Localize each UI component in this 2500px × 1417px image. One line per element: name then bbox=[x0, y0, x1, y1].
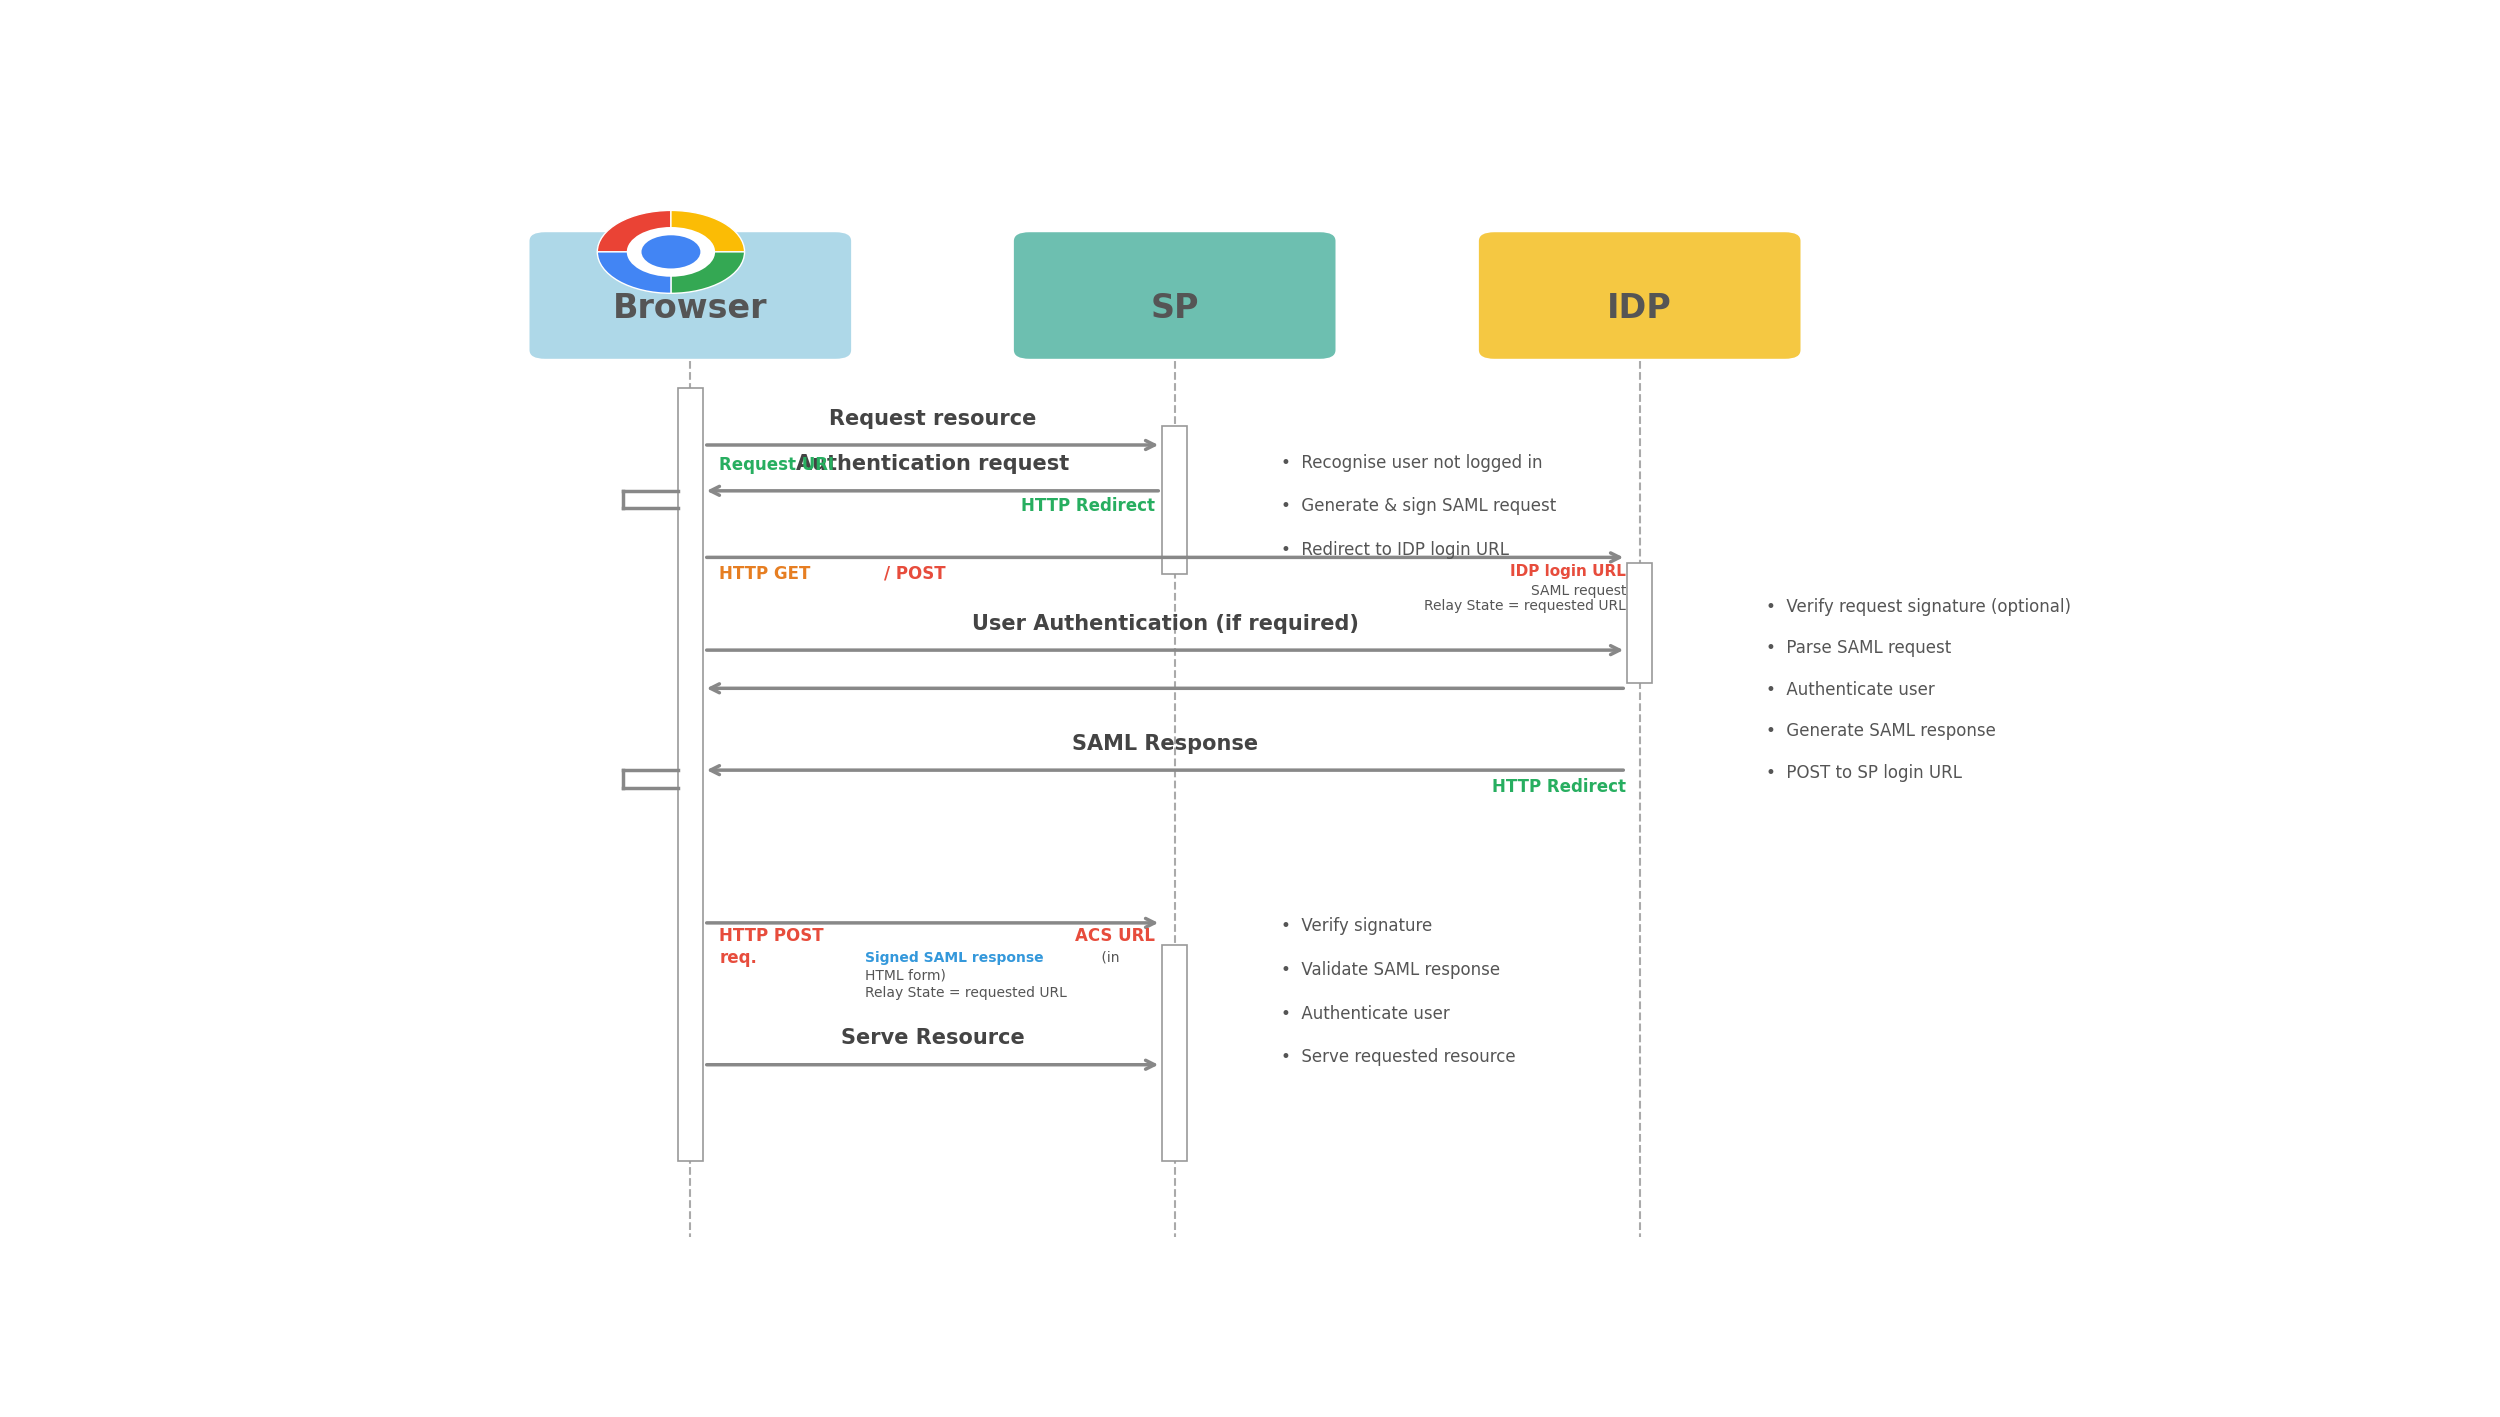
Text: SP: SP bbox=[1150, 292, 1200, 324]
FancyBboxPatch shape bbox=[1628, 563, 1652, 683]
FancyBboxPatch shape bbox=[530, 232, 850, 359]
FancyBboxPatch shape bbox=[1015, 232, 1335, 359]
Circle shape bbox=[628, 227, 715, 276]
Text: •  Redirect to IDP login URL: • Redirect to IDP login URL bbox=[1282, 541, 1510, 560]
Text: •  Authenticate user: • Authenticate user bbox=[1282, 1005, 1450, 1023]
Text: IDP login URL: IDP login URL bbox=[1510, 564, 1625, 580]
Text: •  Authenticate user: • Authenticate user bbox=[1765, 680, 1935, 699]
Text: HTTP GET: HTTP GET bbox=[720, 565, 810, 582]
Text: SAML Response: SAML Response bbox=[1072, 734, 1258, 754]
Text: •  Generate & sign SAML request: • Generate & sign SAML request bbox=[1282, 497, 1558, 516]
Text: ACS URL: ACS URL bbox=[1075, 927, 1155, 945]
Text: Relay State = requested URL: Relay State = requested URL bbox=[1425, 599, 1625, 614]
Circle shape bbox=[642, 235, 700, 268]
Text: •  Recognise user not logged in: • Recognise user not logged in bbox=[1282, 453, 1542, 472]
Text: •  Verify signature: • Verify signature bbox=[1282, 917, 1432, 935]
Wedge shape bbox=[670, 210, 745, 252]
Text: Serve Resource: Serve Resource bbox=[840, 1029, 1025, 1049]
Text: User Authentication (if required): User Authentication (if required) bbox=[972, 614, 1358, 633]
Text: Request resource: Request resource bbox=[830, 408, 1035, 428]
Text: HTTP Redirect: HTTP Redirect bbox=[1492, 778, 1625, 795]
Text: (in: (in bbox=[1098, 951, 1120, 965]
Text: •  Generate SAML response: • Generate SAML response bbox=[1765, 723, 1995, 740]
FancyBboxPatch shape bbox=[1162, 427, 1187, 574]
Text: IDP: IDP bbox=[1608, 292, 1672, 324]
Text: HTTP POST: HTTP POST bbox=[720, 927, 825, 945]
Wedge shape bbox=[670, 252, 745, 293]
Text: SAML request: SAML request bbox=[1530, 584, 1625, 598]
Text: req.: req. bbox=[720, 949, 758, 966]
Wedge shape bbox=[598, 210, 670, 252]
Text: Authentication request: Authentication request bbox=[795, 455, 1070, 475]
Text: Signed SAML response: Signed SAML response bbox=[865, 951, 1042, 965]
Text: •  Serve requested resource: • Serve requested resource bbox=[1282, 1049, 1515, 1067]
FancyBboxPatch shape bbox=[1162, 945, 1187, 1161]
Text: Browser: Browser bbox=[612, 292, 768, 324]
Text: •  Validate SAML response: • Validate SAML response bbox=[1282, 961, 1500, 979]
Text: •  Parse SAML request: • Parse SAML request bbox=[1765, 639, 1950, 657]
Text: •  Verify request signature (optional): • Verify request signature (optional) bbox=[1765, 598, 2070, 616]
FancyBboxPatch shape bbox=[1480, 232, 1800, 359]
FancyBboxPatch shape bbox=[678, 388, 702, 1161]
Text: Request URI: Request URI bbox=[720, 456, 835, 473]
Text: •  POST to SP login URL: • POST to SP login URL bbox=[1765, 764, 1963, 782]
Wedge shape bbox=[598, 252, 670, 293]
Text: HTTP Redirect: HTTP Redirect bbox=[1022, 497, 1155, 516]
Text: Relay State = requested URL: Relay State = requested URL bbox=[865, 986, 1068, 1000]
Text: / POST: / POST bbox=[885, 565, 945, 582]
Text: HTML form): HTML form) bbox=[865, 968, 945, 982]
